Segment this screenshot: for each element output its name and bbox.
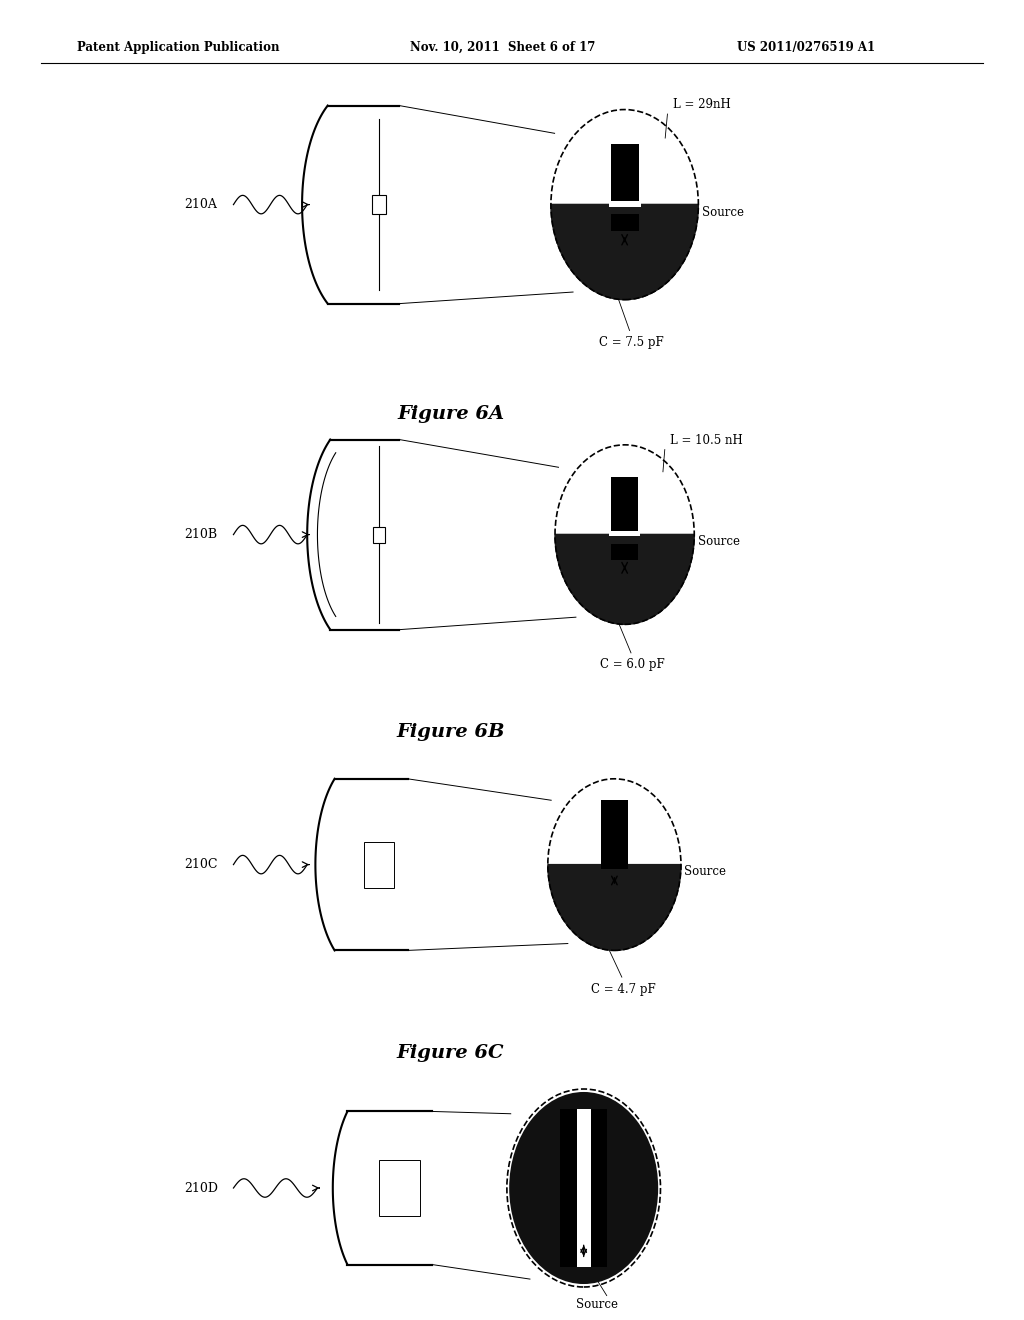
Text: Figure 6C: Figure 6C	[397, 1044, 504, 1063]
Bar	[373, 527, 385, 543]
Text: 210C: 210C	[184, 858, 218, 871]
Text: US 2011/0276519 A1: US 2011/0276519 A1	[737, 41, 876, 54]
Bar	[372, 195, 386, 214]
Text: Figure 6B: Figure 6B	[396, 723, 505, 741]
Text: C = 4.7 pF: C = 4.7 pF	[591, 982, 655, 995]
Text: Source: Source	[575, 1299, 618, 1311]
Text: C = 7.5 pF: C = 7.5 pF	[599, 335, 664, 348]
Text: Source: Source	[702, 206, 744, 219]
Bar	[611, 544, 638, 560]
Text: C = 6.0 pF: C = 6.0 pF	[600, 659, 665, 672]
Bar	[610, 214, 639, 231]
Bar	[610, 144, 639, 203]
Bar	[609, 531, 640, 536]
Text: Patent Application Publication: Patent Application Publication	[77, 41, 280, 54]
Polygon shape	[555, 535, 694, 624]
Text: L = 29nH: L = 29nH	[673, 98, 730, 111]
Bar	[577, 1109, 591, 1267]
Bar	[560, 1109, 607, 1267]
Bar	[601, 800, 628, 869]
Text: 210D: 210D	[184, 1181, 218, 1195]
Text: Source: Source	[684, 865, 726, 878]
Text: Source: Source	[697, 536, 739, 548]
Circle shape	[509, 1092, 658, 1284]
Text: Nov. 10, 2011  Sheet 6 of 17: Nov. 10, 2011 Sheet 6 of 17	[410, 41, 595, 54]
Bar	[611, 477, 638, 533]
Text: 210A: 210A	[184, 198, 217, 211]
Bar	[379, 1160, 420, 1216]
Text: 210B: 210B	[184, 528, 217, 541]
Text: L = 10.5 nH: L = 10.5 nH	[670, 434, 742, 447]
Text: Figure 6A: Figure 6A	[397, 405, 504, 422]
Bar	[364, 842, 394, 888]
Bar	[608, 201, 641, 206]
Polygon shape	[551, 205, 698, 300]
Polygon shape	[548, 865, 681, 950]
